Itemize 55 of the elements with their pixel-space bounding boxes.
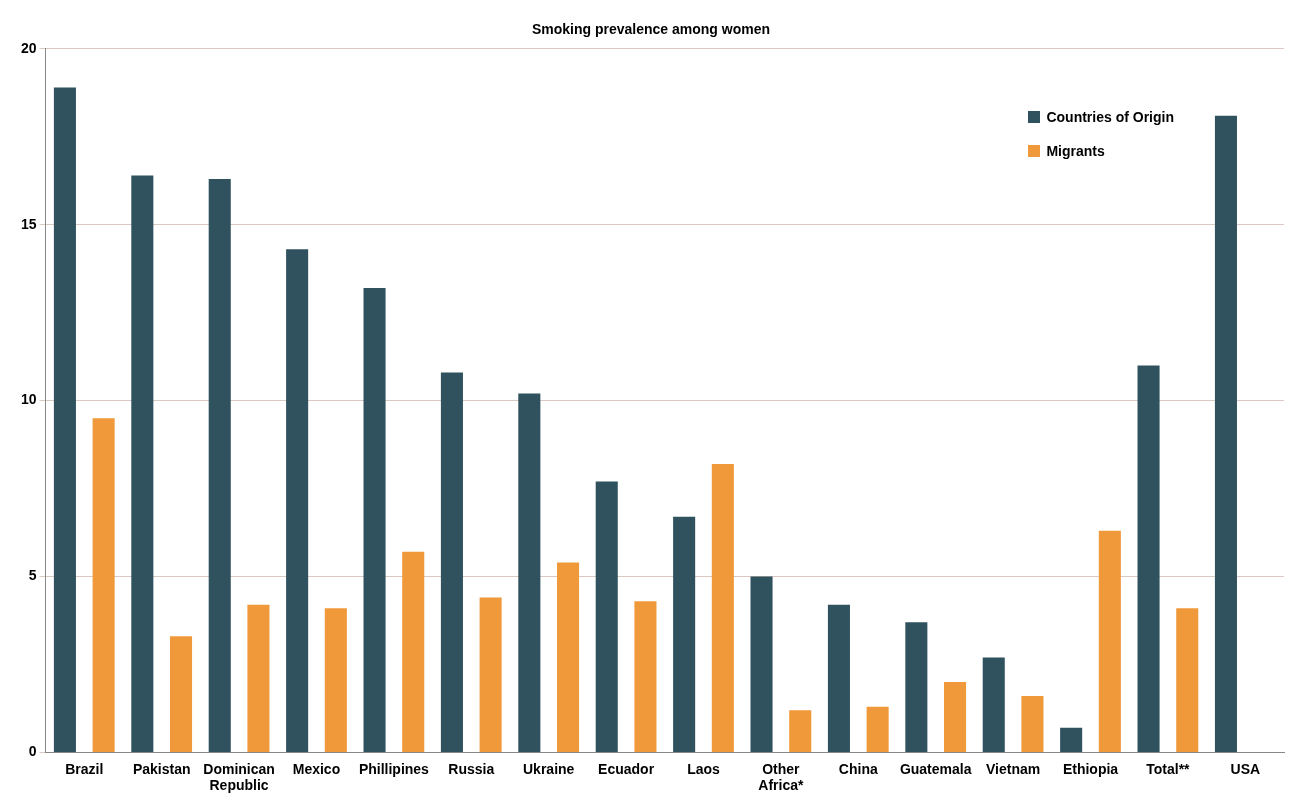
- bar: [1214, 115, 1237, 752]
- bar: [518, 393, 541, 752]
- bar: [595, 481, 618, 752]
- x-tick-label: Other Africa*: [758, 760, 804, 794]
- bar: [750, 576, 773, 752]
- bar: [634, 601, 657, 752]
- bar: [789, 710, 812, 752]
- x-tick-label: Total**: [1146, 760, 1191, 777]
- bar: [170, 636, 193, 752]
- y-tick-label: 0: [28, 743, 37, 760]
- bar: [479, 597, 502, 752]
- bar: [131, 175, 154, 752]
- bar: [324, 608, 347, 752]
- bar: [905, 622, 928, 752]
- y-tick-label: 10: [20, 391, 37, 408]
- bar: [866, 706, 889, 752]
- x-tick-label: Ethiopia: [1062, 760, 1119, 777]
- x-tick-label: Russia: [448, 760, 495, 777]
- bar: [440, 372, 463, 752]
- x-tick-label: Laos: [687, 760, 721, 777]
- x-tick-label: Guatemala: [899, 760, 972, 777]
- y-tick-label: 5: [28, 567, 37, 584]
- bar: [711, 463, 734, 752]
- bar: [53, 87, 76, 752]
- legend-label: Countries of Origin: [1046, 108, 1174, 125]
- x-tick-label: Vietnam: [985, 760, 1041, 777]
- x-tick-label: Mexico: [292, 760, 341, 777]
- bar: [208, 178, 231, 752]
- y-tick-label: 20: [20, 39, 37, 56]
- bar: [402, 551, 425, 752]
- x-tick-label: Ukraine: [523, 760, 575, 777]
- bar: [1060, 727, 1083, 752]
- bar: [1176, 608, 1199, 752]
- bar: [982, 657, 1005, 752]
- bar: [92, 418, 115, 752]
- x-tick-label: Brazil: [65, 760, 104, 777]
- x-tick-label: China: [838, 760, 878, 777]
- x-tick-label: Pakistan: [132, 760, 191, 777]
- x-tick-label: Phillipines: [358, 760, 430, 777]
- chart-title: Smoking prevalence among women: [531, 21, 771, 38]
- bar: [673, 516, 696, 752]
- x-tick-label: USA: [1230, 760, 1261, 777]
- bar: [557, 562, 580, 752]
- bar: [1137, 365, 1160, 752]
- bar: [1098, 530, 1121, 752]
- bar: [827, 604, 850, 752]
- x-tick-label: Dominican Republic: [203, 760, 275, 794]
- bar: [286, 249, 309, 752]
- y-tick-label: 15: [20, 215, 37, 232]
- bar: [363, 288, 386, 752]
- x-tick-label: Ecuador: [598, 760, 655, 777]
- bar: [944, 682, 967, 752]
- bar: [247, 604, 270, 752]
- legend-label: Migrants: [1046, 142, 1105, 159]
- bar: [1021, 696, 1044, 752]
